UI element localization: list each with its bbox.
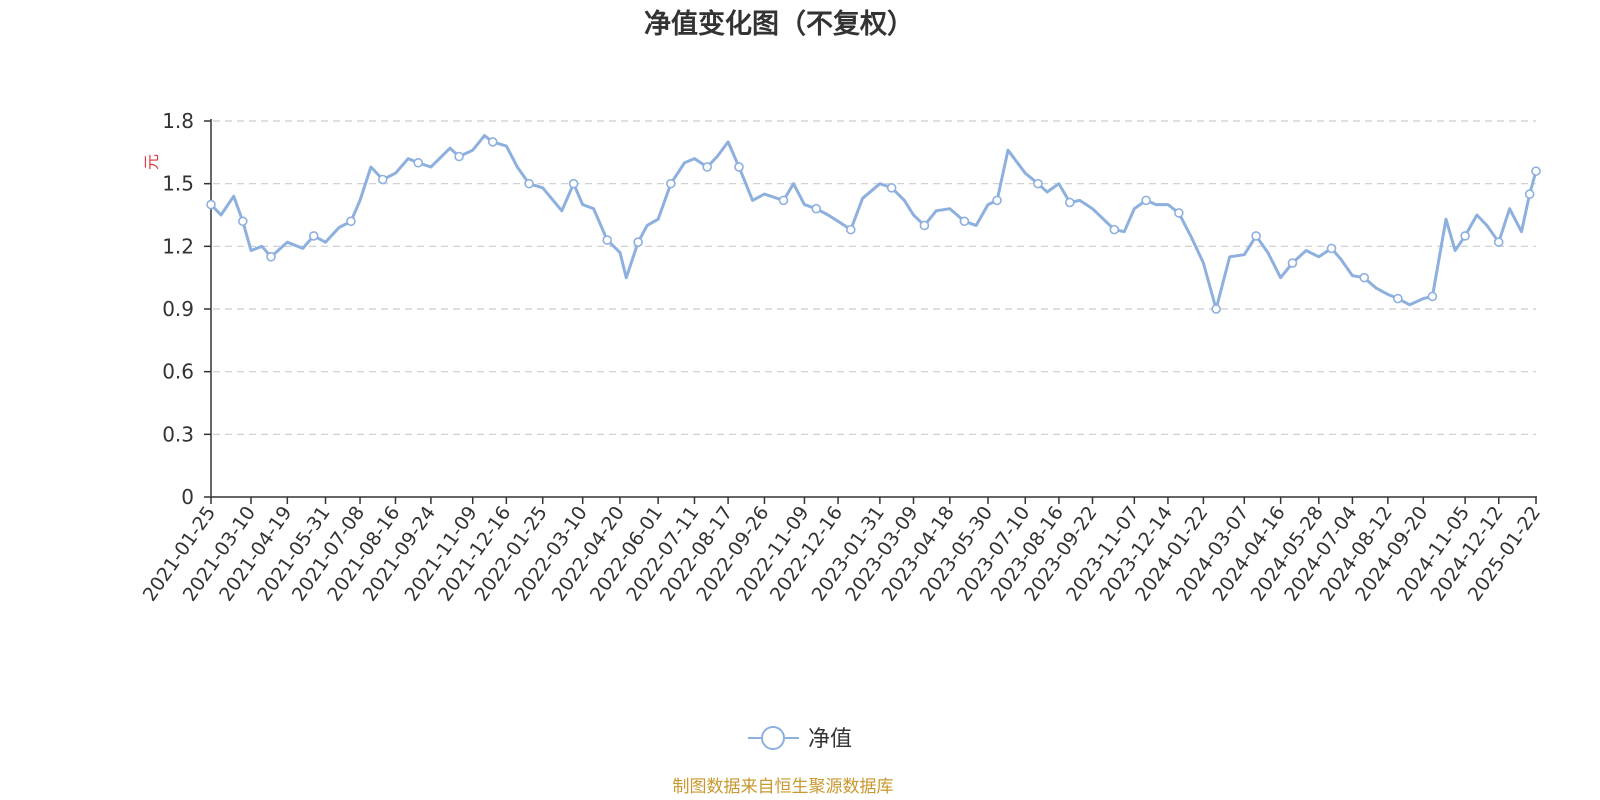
data-point (1524, 189, 1535, 199)
data-point (568, 178, 579, 189)
legend-marker-icon (761, 726, 785, 750)
chart-title: 净值变化图（不复权） (644, 8, 914, 40)
data-point (413, 157, 424, 168)
data-point (1326, 243, 1337, 254)
data-point (1109, 224, 1120, 235)
y-axis-unit-label: 元 (142, 154, 161, 170)
y-tick-label: 1.2 (162, 234, 194, 258)
legend-label: 净值 (808, 727, 852, 752)
data-point (886, 183, 897, 193)
data-point (1174, 208, 1184, 218)
y-tick-label: 0.3 (162, 422, 194, 446)
data-point (845, 224, 856, 235)
data-point (602, 235, 613, 245)
data-point (377, 174, 388, 185)
data-point (1033, 178, 1043, 189)
data-point (1211, 304, 1221, 314)
data-point (1427, 291, 1438, 302)
y-tick-label: 0 (181, 485, 194, 509)
x-axis-ticks: 2021-01-252021-03-102021-04-192021-05-31… (139, 497, 1545, 605)
data-point (1493, 237, 1504, 247)
y-tick-label: 0.6 (162, 360, 194, 384)
data-point (346, 216, 356, 227)
data-point (238, 216, 248, 227)
y-axis-ticks: 0 0.3 0.6 0.9 1.2 1.5 1.8 (162, 109, 211, 509)
data-point (1141, 195, 1151, 206)
y-tick-label: 0.9 (162, 297, 194, 321)
data-point (778, 195, 789, 206)
source-note: 制图数据来自恒生聚源数据库 (673, 777, 894, 797)
axes (210, 119, 1537, 498)
data-point (487, 137, 498, 147)
data-point (919, 220, 930, 231)
series-layer (206, 134, 1541, 314)
data-point (1393, 293, 1403, 304)
data-point (702, 162, 712, 172)
y-tick-label: 1.5 (162, 172, 194, 196)
data-point (811, 203, 822, 214)
data-point (1064, 197, 1075, 208)
data-point (206, 199, 216, 210)
data-point (959, 216, 970, 227)
data-point (734, 162, 744, 172)
data-point (1531, 166, 1541, 176)
data-point (1359, 272, 1370, 283)
gridlines (213, 120, 1536, 435)
data-point (524, 178, 534, 189)
legend[interactable]: 净值 (748, 726, 852, 752)
y-tick-label: 1.8 (162, 109, 194, 133)
data-point (1460, 231, 1470, 241)
data-point (266, 251, 276, 262)
data-point (308, 231, 319, 241)
data-point (992, 195, 1002, 206)
data-point (666, 178, 676, 189)
data-point (454, 151, 464, 162)
data-point (633, 237, 643, 247)
series-line (209, 134, 1538, 311)
data-point (1251, 231, 1261, 241)
data-point (1287, 258, 1298, 268)
